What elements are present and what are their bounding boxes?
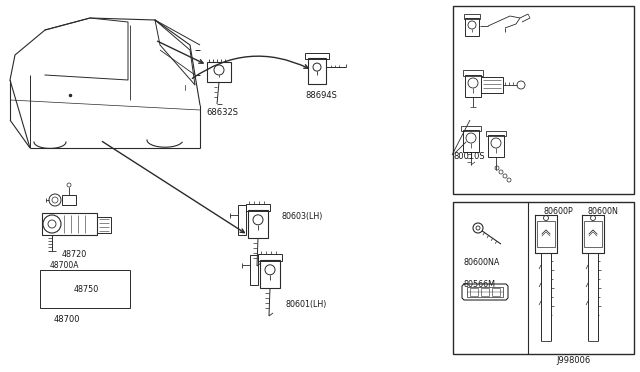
Bar [42,213,97,235]
Bar [260,260,280,288]
Bar [62,195,76,205]
Text: 68632S: 68632S [206,108,238,117]
Bar [453,202,634,354]
Bar [461,126,481,131]
Text: 80010S: 80010S [453,152,484,161]
Text: 80600P: 80600P [543,207,573,216]
Bar [238,205,246,235]
Text: 80600N: 80600N [587,207,618,216]
Bar [465,75,481,97]
Text: 48750: 48750 [74,285,99,294]
Bar [481,288,489,296]
Bar [481,77,503,93]
Bar [488,135,504,157]
Text: 80600NA: 80600NA [463,258,499,267]
Text: 48720: 48720 [62,250,87,259]
Bar [248,210,268,238]
Bar [250,255,258,285]
Bar [537,221,555,247]
Bar [492,288,500,296]
Bar [465,18,479,36]
Bar [258,254,282,261]
Text: J998006: J998006 [556,356,590,365]
Text: 80566M: 80566M [463,280,495,289]
Bar [207,62,231,82]
Bar [463,70,483,76]
Bar [305,53,329,59]
Bar [464,14,480,19]
Bar [584,221,602,247]
Bar [470,288,478,296]
Text: 80601(LH): 80601(LH) [285,300,326,309]
Bar [308,58,326,84]
Bar [467,287,503,297]
Bar [40,270,130,308]
Bar [97,217,111,233]
Text: 48700: 48700 [54,315,81,324]
Bar [463,130,479,152]
Bar [453,6,634,194]
Text: 80603(LH): 80603(LH) [282,212,323,221]
Text: 88694S: 88694S [305,91,337,100]
Bar [246,204,270,211]
Text: 48700A: 48700A [50,261,79,270]
Bar [486,131,506,136]
